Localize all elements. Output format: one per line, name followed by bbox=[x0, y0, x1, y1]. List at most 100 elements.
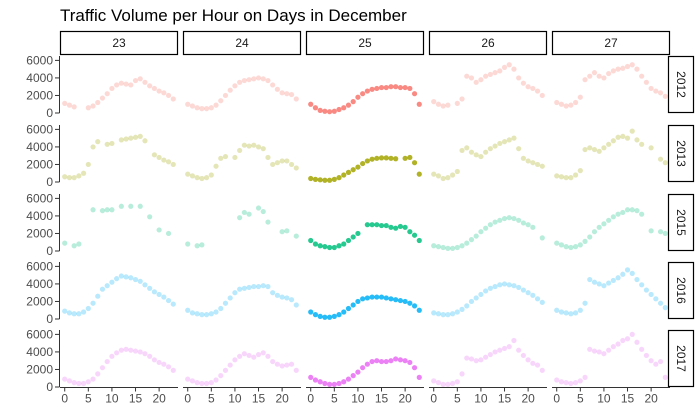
point-2012-23 bbox=[66, 102, 73, 108]
point-2013-24 bbox=[288, 161, 295, 168]
point-2015-26 bbox=[459, 243, 465, 249]
point-2017-27 bbox=[620, 337, 626, 344]
point-2017-23 bbox=[71, 380, 77, 386]
x-tick-label: 0 bbox=[430, 392, 437, 406]
row-strip-2013 bbox=[667, 124, 695, 183]
point-2013-25 bbox=[355, 164, 361, 170]
point-2016-26 bbox=[431, 310, 437, 316]
point-2013-24 bbox=[222, 153, 229, 160]
point-2012-25 bbox=[336, 106, 342, 113]
point-2017-27 bbox=[653, 361, 659, 367]
point-2015-27 bbox=[554, 240, 560, 246]
point-2017-26 bbox=[459, 371, 465, 377]
point-2015-24 bbox=[194, 243, 200, 249]
point-2013-27 bbox=[554, 173, 560, 179]
point-2012-26 bbox=[468, 75, 475, 81]
point-2017-24 bbox=[293, 367, 299, 373]
point-2017-27 bbox=[558, 379, 565, 385]
point-2015-26 bbox=[440, 244, 446, 251]
point-2017-26 bbox=[520, 352, 527, 359]
point-2017-23 bbox=[170, 367, 176, 373]
point-2015-23 bbox=[165, 230, 172, 237]
point-2015-27 bbox=[596, 224, 602, 230]
point-2015-26 bbox=[431, 243, 437, 249]
point-2012-25 bbox=[350, 99, 356, 105]
point-2012-26 bbox=[539, 92, 545, 99]
point-2012-26 bbox=[431, 99, 437, 105]
point-2015-25 bbox=[345, 237, 352, 244]
point-2017-23 bbox=[132, 348, 139, 354]
point-2013-26 bbox=[492, 143, 498, 149]
point-2016-27 bbox=[643, 287, 650, 293]
column-strip-24 bbox=[182, 30, 302, 56]
point-2015-23 bbox=[118, 203, 124, 209]
point-2012-24 bbox=[251, 76, 257, 82]
x-tick-label: 5 bbox=[577, 392, 584, 406]
row-strip-label: 2017 bbox=[674, 345, 688, 372]
point-2013-27 bbox=[563, 175, 569, 181]
y-tick-label: 6000 bbox=[26, 122, 53, 136]
point-2017-25 bbox=[345, 376, 352, 382]
point-2016-23 bbox=[161, 294, 167, 300]
point-2012-26 bbox=[473, 79, 479, 85]
point-2012-25 bbox=[360, 91, 366, 97]
point-2017-25 bbox=[364, 361, 370, 367]
point-2017-25 bbox=[393, 356, 399, 362]
row-strip-label: 2012 bbox=[674, 71, 688, 98]
point-2016-27 bbox=[615, 275, 621, 281]
point-2017-24 bbox=[208, 380, 214, 386]
point-2016-25 bbox=[312, 312, 319, 318]
point-2017-25 bbox=[341, 379, 347, 385]
point-2015-24 bbox=[237, 215, 243, 221]
point-2016-27 bbox=[624, 267, 631, 273]
row-strip-label: 2016 bbox=[674, 277, 688, 304]
point-2017-24 bbox=[251, 354, 257, 360]
x-tick-label: 5 bbox=[208, 392, 215, 406]
row-strip-2017 bbox=[667, 329, 695, 388]
point-2012-24 bbox=[288, 91, 295, 98]
point-2017-25 bbox=[327, 381, 333, 387]
point-2015-25 bbox=[402, 224, 408, 230]
point-2015-24 bbox=[284, 228, 290, 234]
point-2015-23 bbox=[76, 241, 82, 247]
point-2016-23 bbox=[76, 311, 82, 317]
point-2013-26 bbox=[459, 147, 465, 154]
point-2016-23 bbox=[99, 286, 106, 292]
point-2013-25 bbox=[350, 167, 356, 173]
point-2016-24 bbox=[284, 295, 290, 301]
point-2017-26 bbox=[492, 349, 498, 355]
point-2015-27 bbox=[662, 230, 668, 237]
point-2017-26 bbox=[487, 351, 493, 358]
point-2016-23 bbox=[90, 300, 96, 306]
point-2015-23 bbox=[62, 240, 68, 246]
point-2013-24 bbox=[279, 158, 285, 164]
point-2012-27 bbox=[554, 99, 560, 106]
point-2015-23 bbox=[104, 207, 110, 213]
point-2015-24 bbox=[255, 205, 262, 211]
point-2015-23 bbox=[147, 214, 153, 220]
point-2015-25 bbox=[317, 243, 323, 249]
point-2013-27 bbox=[591, 146, 598, 153]
point-2013-26 bbox=[525, 158, 531, 164]
point-2016-27 bbox=[634, 276, 640, 283]
point-2012-23 bbox=[85, 105, 91, 111]
point-2013-23 bbox=[104, 141, 110, 147]
point-2012-26 bbox=[435, 101, 442, 107]
column-strip-25 bbox=[305, 30, 425, 56]
point-2017-23 bbox=[95, 371, 101, 377]
point-2013-26 bbox=[450, 172, 456, 178]
point-2015-26 bbox=[497, 217, 503, 223]
row-strips: 2012 2013 2015 2016 2017 bbox=[667, 55, 695, 388]
point-2017-23 bbox=[165, 364, 172, 370]
point-2015-25 bbox=[369, 222, 375, 228]
point-2016-24 bbox=[227, 295, 233, 301]
point-2015-25 bbox=[336, 243, 342, 249]
point-2012-25 bbox=[383, 84, 389, 91]
point-2015-27 bbox=[563, 244, 569, 250]
x-tick-label: 20 bbox=[644, 392, 658, 406]
point-2016-25 bbox=[327, 314, 333, 320]
point-2012-25 bbox=[312, 105, 319, 111]
x-tick-label: 15 bbox=[621, 392, 635, 406]
point-2016-24 bbox=[222, 300, 229, 306]
